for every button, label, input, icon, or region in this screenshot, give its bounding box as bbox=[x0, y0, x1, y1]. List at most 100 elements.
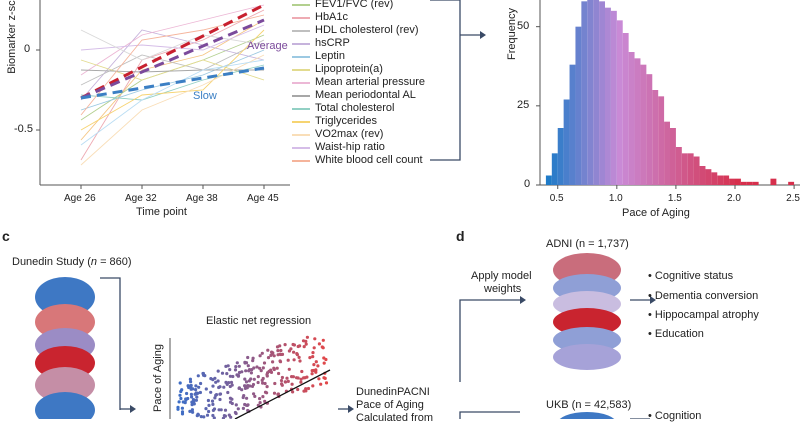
panel-c-letter: c bbox=[2, 228, 10, 244]
scatter-point bbox=[314, 360, 318, 364]
scatter-point bbox=[246, 403, 250, 407]
panel-a-x-axis-label: Time point bbox=[136, 206, 187, 218]
scatter-point bbox=[236, 373, 241, 378]
scatter-point bbox=[233, 410, 237, 415]
scatter-point bbox=[252, 392, 256, 396]
scatter-point bbox=[300, 369, 304, 374]
scatter-point bbox=[186, 384, 190, 388]
scatter-point bbox=[273, 381, 277, 386]
scatter-point bbox=[207, 403, 211, 407]
scatter-point bbox=[299, 377, 303, 381]
adni-brains-graphic bbox=[553, 253, 621, 370]
scatter-point bbox=[311, 355, 315, 359]
scatter-point bbox=[177, 400, 181, 404]
scatter-points bbox=[176, 335, 329, 419]
scatter-point bbox=[243, 384, 247, 388]
label-slow: Slow bbox=[193, 90, 217, 102]
histogram-bar bbox=[664, 121, 670, 185]
scatter-point bbox=[194, 398, 198, 402]
dunedin-study-prefix: Dunedin Study ( bbox=[12, 256, 91, 268]
scatter-point bbox=[260, 378, 264, 382]
scatter-point bbox=[191, 387, 195, 391]
scatter-point bbox=[298, 344, 302, 348]
scatter-point bbox=[248, 384, 252, 388]
scatter-point bbox=[322, 361, 326, 365]
scatter-point bbox=[212, 416, 216, 419]
average-trajectory-line bbox=[80, 18, 265, 100]
scatter-point bbox=[314, 370, 318, 374]
legend-item-7: Mean periodontal AL bbox=[315, 89, 416, 101]
panel-a-xtick-label-38: Age 38 bbox=[186, 193, 218, 204]
scatter-point bbox=[261, 395, 265, 399]
scatter-point bbox=[244, 369, 248, 373]
dunedin-bracket bbox=[100, 277, 121, 410]
scatter-point bbox=[302, 345, 306, 349]
arrow-to-histogram-icon bbox=[480, 31, 486, 39]
scatter-point bbox=[214, 393, 218, 397]
scatter-point bbox=[229, 380, 234, 384]
scatter-point bbox=[265, 374, 269, 378]
histogram-bar bbox=[634, 58, 641, 186]
scatter-point bbox=[285, 376, 289, 380]
histogram-bar bbox=[746, 181, 753, 185]
scatter-point bbox=[311, 384, 315, 388]
scatter-point bbox=[251, 359, 255, 363]
scatter-point bbox=[179, 396, 183, 401]
histogram-bar bbox=[563, 99, 570, 185]
scatter-point bbox=[304, 387, 308, 391]
scatter-point bbox=[221, 416, 225, 419]
scatter-point bbox=[246, 364, 250, 368]
arrow-to-pacni-icon bbox=[348, 405, 354, 413]
scatter-point bbox=[297, 355, 301, 359]
scatter-point bbox=[270, 350, 274, 354]
scatter-point bbox=[226, 390, 230, 395]
scatter-point bbox=[295, 353, 299, 357]
scatter-point bbox=[204, 407, 208, 411]
legend-item-8: Total cholesterol bbox=[315, 102, 395, 114]
histogram-xtick-label: 0.5 bbox=[549, 193, 564, 204]
scatter-point bbox=[263, 399, 267, 403]
scatter-point bbox=[323, 376, 327, 380]
scatter-point bbox=[305, 335, 309, 339]
histogram-bar bbox=[675, 147, 682, 185]
scatter-point bbox=[298, 359, 302, 363]
scatter-point bbox=[295, 376, 299, 380]
scatter-point bbox=[235, 361, 239, 365]
scatter-point bbox=[211, 413, 215, 418]
scatter-point bbox=[247, 379, 251, 383]
histogram-bar bbox=[610, 10, 617, 186]
scatter-point bbox=[276, 349, 280, 353]
histogram-xtick-label: 1.0 bbox=[608, 193, 623, 204]
legend-item-6: Mean arterial pressure bbox=[315, 76, 426, 88]
histogram-y-label: Frequency bbox=[506, 8, 518, 60]
histogram-bar bbox=[723, 175, 730, 185]
scatter-point bbox=[198, 390, 202, 395]
ukb-label: UKB (n = 42,583) bbox=[546, 399, 632, 411]
legend-item-9: Triglycerides bbox=[315, 115, 377, 127]
legend-item-2: HDL cholesterol (rev) bbox=[315, 24, 419, 36]
scatter-point bbox=[261, 381, 265, 385]
scatter-point bbox=[209, 377, 213, 381]
scatter-point bbox=[178, 393, 182, 397]
scatter-point bbox=[211, 402, 215, 406]
scatter-point bbox=[190, 408, 194, 412]
scatter-point bbox=[266, 348, 270, 352]
scatter-point bbox=[231, 374, 235, 379]
scatter-point bbox=[324, 381, 329, 385]
scatter-y-label: Pace of Aging bbox=[152, 344, 164, 412]
scatter-point bbox=[213, 396, 217, 400]
scatter-point bbox=[258, 401, 262, 405]
arrow-to-regression-icon bbox=[130, 405, 136, 413]
histogram-bar bbox=[658, 96, 665, 185]
scatter-point bbox=[261, 366, 265, 370]
scatter-point bbox=[265, 385, 269, 389]
histogram-bar bbox=[752, 181, 759, 185]
scatter-point bbox=[214, 380, 218, 384]
histogram-bar bbox=[593, 0, 600, 186]
slow-trajectory-line bbox=[80, 66, 265, 100]
scatter-point bbox=[291, 390, 295, 394]
scatter-point bbox=[234, 365, 238, 369]
histogram-ytick-label: 50 bbox=[517, 19, 530, 32]
histogram-bar bbox=[575, 26, 582, 185]
scatter-point bbox=[292, 343, 296, 347]
